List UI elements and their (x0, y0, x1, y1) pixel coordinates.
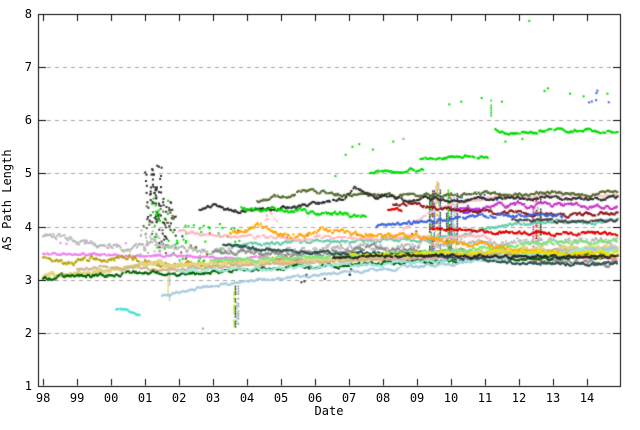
x-tick-label-10: 10 (443, 391, 459, 405)
x-tick-label-07: 07 (341, 391, 357, 405)
x-tick-label-09: 09 (409, 391, 425, 405)
x-tick-label-03: 03 (205, 391, 221, 405)
y-axis-title: AS Path Length (0, 149, 14, 251)
x-tick-label-99: 99 (69, 391, 85, 405)
x-tick-label-02: 02 (171, 391, 187, 405)
y-tick-label-5: 5 (24, 166, 32, 181)
x-tick-label-00: 00 (103, 391, 119, 405)
x-tick-label-12: 12 (511, 391, 527, 405)
y-tick-label-3: 3 (24, 272, 32, 287)
y-tick-label-1: 1 (24, 379, 32, 393)
x-axis-title: Date (314, 404, 344, 418)
x-tick-label-98: 98 (35, 391, 51, 405)
x-tick-label-05: 05 (273, 391, 289, 405)
x-tick-label-04: 04 (239, 391, 255, 405)
x-tick-label-08: 08 (375, 391, 391, 405)
x-tick-label-14: 14 (579, 391, 595, 405)
y-tick-label-6: 6 (24, 113, 32, 128)
x-tick-label-01: 01 (137, 391, 153, 405)
x-tick-label-06: 06 (307, 391, 323, 405)
y-tick-label-4: 4 (24, 219, 32, 234)
y-tick-label-2: 2 (24, 325, 32, 340)
x-tick-label-11: 11 (477, 391, 493, 405)
x-tick-label-13: 13 (545, 391, 561, 405)
y-tick-label-8: 8 (24, 7, 32, 21)
y-tick-label-7: 7 (24, 60, 32, 75)
